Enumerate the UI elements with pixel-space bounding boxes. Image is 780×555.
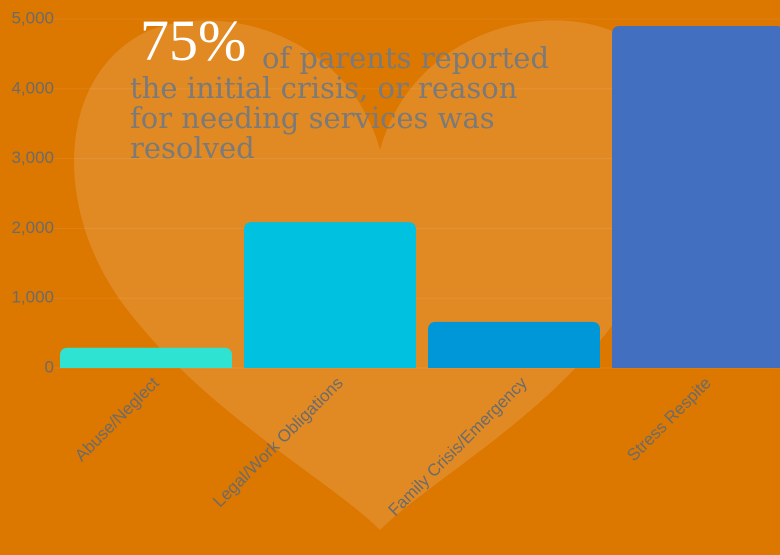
y-tick-label: 0 — [45, 357, 54, 376]
y-tick-label: 1,000 — [11, 288, 54, 307]
y-tick-label: 3,000 — [11, 148, 54, 167]
y-tick-label: 5,000 — [11, 8, 54, 27]
bar — [60, 347, 232, 368]
annotation-text: for needing services was — [130, 101, 495, 135]
annotation-text: the initial crisis, or reason — [130, 71, 517, 105]
x-tick-label: Stress Respite — [623, 373, 715, 465]
bar — [244, 222, 416, 368]
bar — [428, 321, 600, 368]
annotation-highlight: 75% — [140, 8, 246, 73]
y-tick-label: 4,000 — [11, 78, 54, 97]
x-tick-label: Abuse/Neglect — [71, 373, 163, 465]
annotation-text: resolved — [130, 131, 255, 165]
bar — [612, 25, 780, 368]
y-tick-label: 2,000 — [11, 218, 54, 237]
annotation-text: of parents reported — [262, 41, 549, 75]
